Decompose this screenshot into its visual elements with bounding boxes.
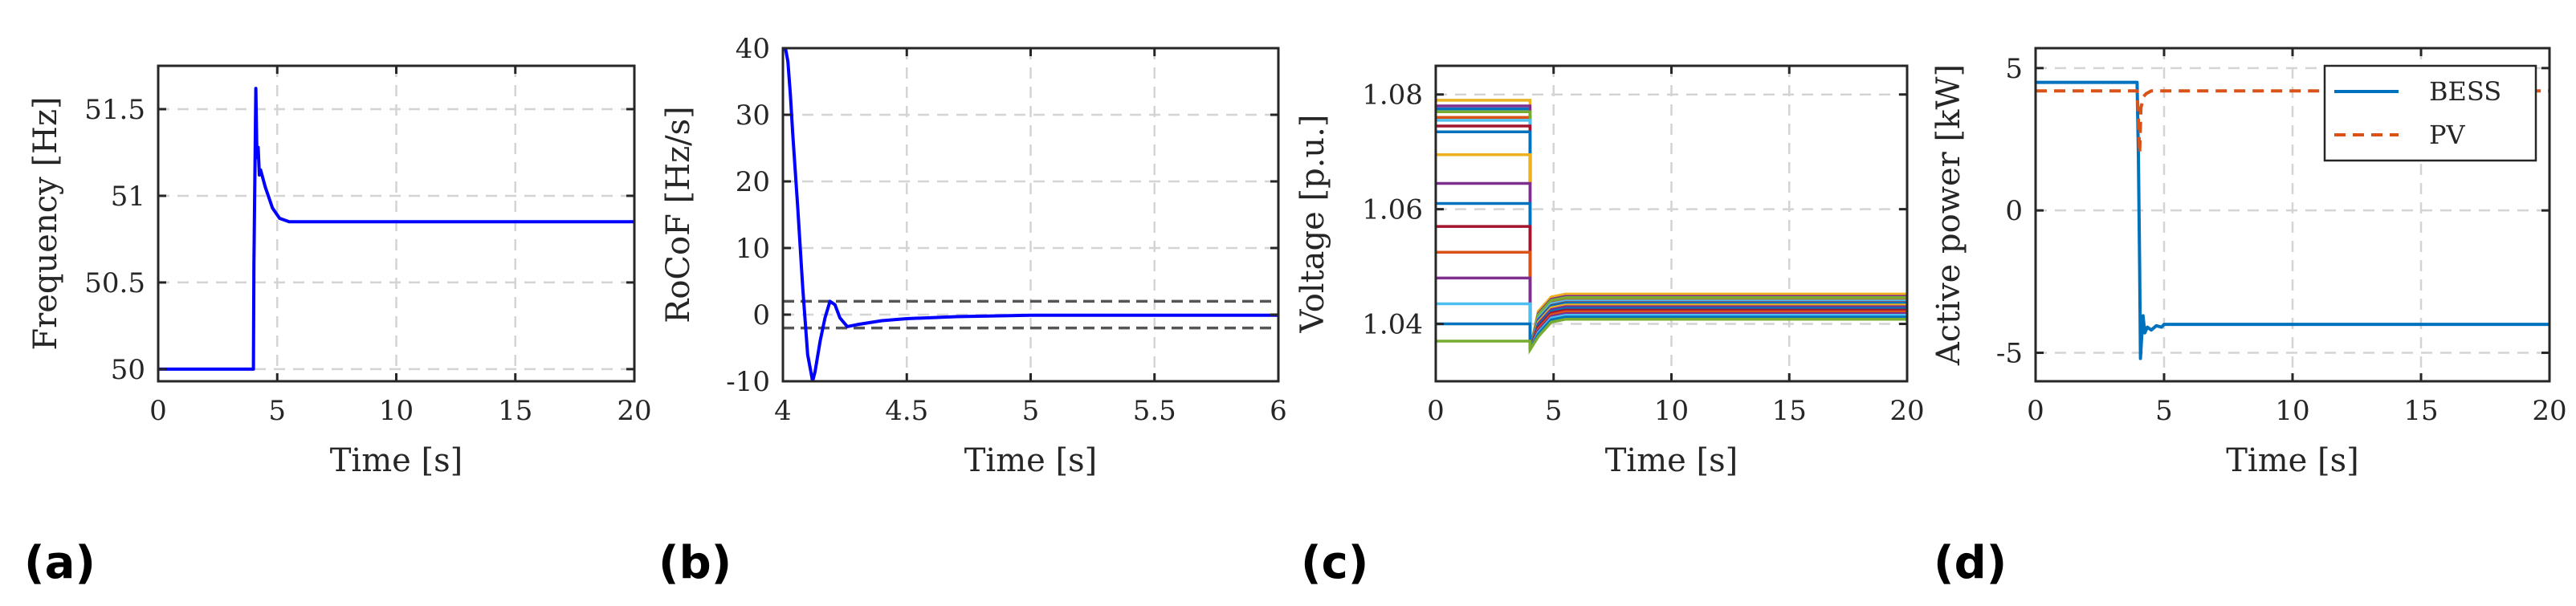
- y-tick-label: 51: [111, 181, 145, 213]
- series-line-bess: [2036, 80, 2550, 360]
- y-axis-label: Frequency [Hz]: [27, 96, 64, 350]
- panel-c: 0 5 10 15 20 1.04 1.06 1.08 Time [s] Voltage [p.u…: [1294, 64, 1925, 589]
- x-axis-label: Time [s]: [2226, 442, 2359, 479]
- panel-label: (a): [24, 537, 96, 589]
- y-axis-label: Voltage [p.u.]: [1294, 114, 1331, 333]
- x-tick-label: 0: [2027, 395, 2044, 427]
- y-axis-label: RoCoF [Hz/s]: [660, 106, 697, 323]
- voltage-series-line: [1436, 315, 1907, 351]
- y-tick-label: 51.5: [84, 94, 145, 126]
- series-group: [2036, 80, 2550, 360]
- x-tick-label: 20: [2532, 395, 2566, 427]
- x-tick-label: 10: [2275, 395, 2309, 427]
- legend: BESS PV: [2323, 64, 2537, 162]
- x-tick-label: 4.5: [885, 395, 928, 427]
- y-tick-label: 1.06: [1362, 194, 1423, 226]
- y-tick-label: 0: [752, 299, 770, 331]
- y-tick-label: 20: [736, 166, 770, 198]
- y-axis-label: Active power [kW]: [1930, 64, 1967, 366]
- x-tick-label: 5: [268, 395, 286, 427]
- x-axis-label: Time [s]: [1605, 442, 1738, 479]
- x-tick-label: 0: [1427, 395, 1445, 427]
- x-axis-label: Time [s]: [330, 442, 463, 479]
- series-group: [783, 48, 1278, 381]
- y-tick-label: 50: [111, 354, 145, 386]
- legend-label-pv: PV: [2429, 120, 2466, 150]
- y-tick-label: 1.08: [1362, 79, 1423, 112]
- x-tick-label: 20: [1889, 395, 1924, 427]
- x-tick-label: 5: [1545, 395, 1563, 427]
- plot-area: [783, 48, 1278, 381]
- panel-label: (d): [1934, 537, 2007, 589]
- y-tick-label: 0: [2005, 195, 2023, 227]
- y-tick-label: 30: [736, 100, 770, 132]
- panel-b: 4 4.5 5 5.5 6 -10 0 10 20 30 40 Time [s] RoCoF [Hz/s…: [658, 33, 1287, 589]
- voltage-series-line: [1436, 110, 1907, 351]
- panel-label: (c): [1301, 537, 1368, 589]
- voltage-series-line: [1436, 318, 1907, 355]
- x-tick-label: 10: [1654, 395, 1689, 427]
- x-axis-label: Time [s]: [964, 442, 1098, 479]
- series-line-rocof: [783, 48, 1278, 381]
- y-tick-label: 10: [736, 233, 770, 265]
- y-tick-label: -10: [726, 366, 770, 398]
- x-tick-label: 5: [2155, 395, 2173, 427]
- x-tick-label: 20: [617, 395, 651, 427]
- y-tick-label: 50.5: [84, 267, 145, 299]
- y-tick-label: 5: [2005, 53, 2023, 85]
- legend-label-bess: BESS: [2429, 76, 2501, 107]
- series-line-pv: [2036, 89, 2550, 156]
- series-group: [158, 87, 634, 371]
- x-tick-label: 10: [379, 395, 414, 427]
- series-group: [1436, 99, 1907, 355]
- x-tick-label: 15: [1772, 395, 1807, 427]
- y-tick-label: 1.04: [1362, 309, 1423, 341]
- y-tick-label: 40: [736, 33, 770, 65]
- y-tick-label: -5: [1996, 338, 2023, 370]
- series-line-frequency: [158, 87, 634, 371]
- x-tick-label: 15: [498, 395, 532, 427]
- x-tick-label: 15: [2403, 395, 2438, 427]
- panel-a: 0 5 10 15 20 50 50.5 51 51.5 Time [s] Frequency [H…: [24, 64, 652, 589]
- x-tick-label: 0: [149, 395, 167, 427]
- x-tick-label: 4: [774, 395, 792, 427]
- x-tick-label: 6: [1270, 395, 1287, 427]
- panel-label: (b): [658, 537, 732, 589]
- voltage-series-line: [1436, 99, 1907, 351]
- x-tick-label: 5: [1022, 395, 1040, 427]
- legend-box: [2323, 64, 2537, 162]
- x-tick-label: 5.5: [1133, 395, 1176, 427]
